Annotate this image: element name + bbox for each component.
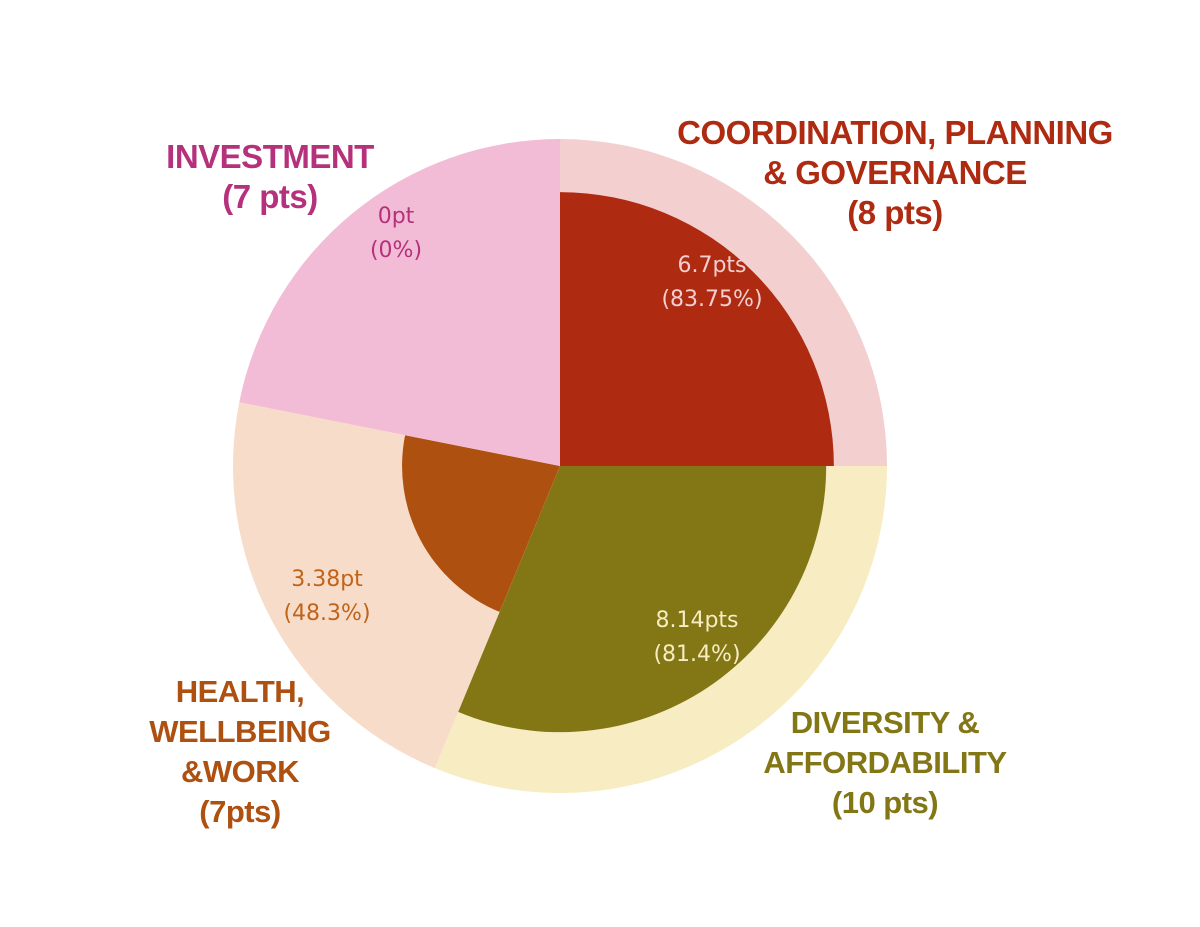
category-label-line: (10 pts) xyxy=(831,785,939,820)
pie-slice-diversity: 8.14pts (81.4%) xyxy=(434,466,887,794)
category-label-coordination: COORDINATION, PLANNING & GOVERNANCE (8 pts… xyxy=(660,113,1130,233)
category-label-line: (7 pts) xyxy=(222,178,318,215)
slice-score-health xyxy=(402,435,560,612)
category-label-investment: INVESTMENT (7 pts) xyxy=(150,137,390,217)
category-label-line: (8 pts) xyxy=(847,194,943,231)
category-label-line: COORDINATION, PLANNING xyxy=(677,114,1113,151)
slice-score-diversity xyxy=(458,466,827,733)
category-label-line: & GOVERNANCE xyxy=(763,154,1027,191)
slice-value-label: 0pt xyxy=(378,204,415,229)
category-label-line: INVESTMENT xyxy=(166,138,374,175)
pie-slice-coordination: 6.7pts (83.75%) xyxy=(560,139,887,466)
slice-percent-label: (83.75%) xyxy=(661,287,762,312)
category-label-line: &WORK xyxy=(180,754,300,789)
slice-value-label: 6.7pts xyxy=(677,253,746,278)
slice-outer-investment xyxy=(239,139,560,466)
category-label-line: AFFORDABILITY xyxy=(763,745,1007,780)
slice-percent-label: (48.3%) xyxy=(283,601,370,626)
slice-score-coordination xyxy=(560,192,834,466)
category-label-line: WELLBEING xyxy=(149,714,331,749)
pie-slice-investment: 0pt (0%) xyxy=(239,139,560,466)
category-label-diversity: DIVERSITY & AFFORDABILITY (10 pts) xyxy=(760,703,1010,823)
category-label-line: (7pts) xyxy=(199,794,281,829)
category-label-line: DIVERSITY & xyxy=(790,705,980,740)
slice-percent-label: (0%) xyxy=(370,238,422,263)
slice-percent-label: (81.4%) xyxy=(653,642,740,667)
category-label-health: HEALTH, WELLBEING &WORK (7pts) xyxy=(130,672,350,832)
category-label-line: HEALTH, xyxy=(175,674,305,709)
pie-slice-health: 3.38pt (48.3%) xyxy=(232,402,560,769)
slice-value-label: 3.38pt xyxy=(291,567,363,592)
slice-value-label: 8.14pts xyxy=(655,608,738,633)
